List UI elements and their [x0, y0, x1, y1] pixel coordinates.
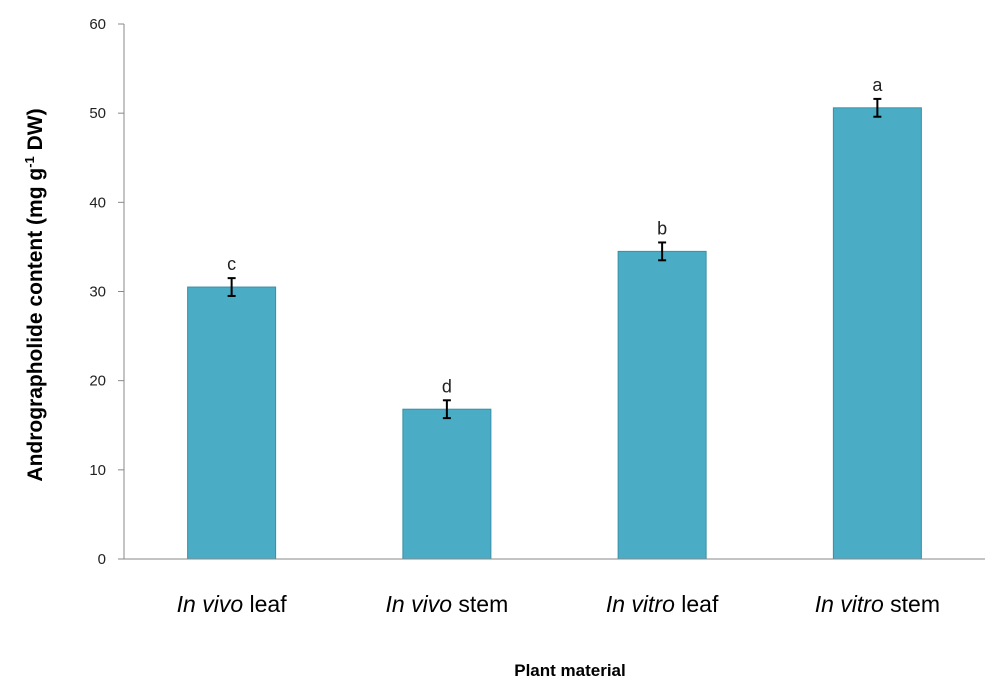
y-tick-label: 60 — [89, 16, 106, 33]
y-axis-title-sup: -1 — [22, 156, 37, 168]
bar — [402, 408, 492, 560]
x-tick-label: In vivo leaf — [177, 591, 288, 617]
y-tick-label: 0 — [98, 551, 106, 568]
y-tick-label: 20 — [89, 373, 106, 390]
y-tick-label: 40 — [89, 194, 106, 211]
y-axis-title-tail: DW) — [24, 108, 47, 156]
y-tick-label: 30 — [89, 284, 106, 301]
y-tick-label: 50 — [89, 105, 106, 122]
y-axis: 0 10 20 30 40 50 60 — [89, 16, 125, 568]
y-tick-label: 10 — [89, 462, 106, 479]
x-tick-label: In vitro leaf — [606, 591, 719, 617]
x-tick-label: In vitro stem — [815, 591, 940, 617]
significance-label: c — [227, 254, 236, 274]
significance-label: a — [872, 75, 883, 95]
y-axis-title: Andrographolide content (mg g-1 DW) — [22, 108, 47, 481]
x-axis: In vivo leaf In vivo stem In vitro leaf In … — [124, 558, 985, 617]
bars: c d b a — [187, 75, 922, 560]
bar — [617, 250, 707, 560]
x-tick-label: In vivo stem — [386, 591, 509, 617]
x-axis-title: Plant material — [514, 661, 626, 680]
significance-label: d — [442, 376, 452, 396]
y-axis-title-main: Andrographolide content (mg g — [24, 168, 47, 482]
significance-label: b — [657, 218, 667, 238]
bar — [832, 107, 922, 560]
bar — [187, 286, 277, 560]
